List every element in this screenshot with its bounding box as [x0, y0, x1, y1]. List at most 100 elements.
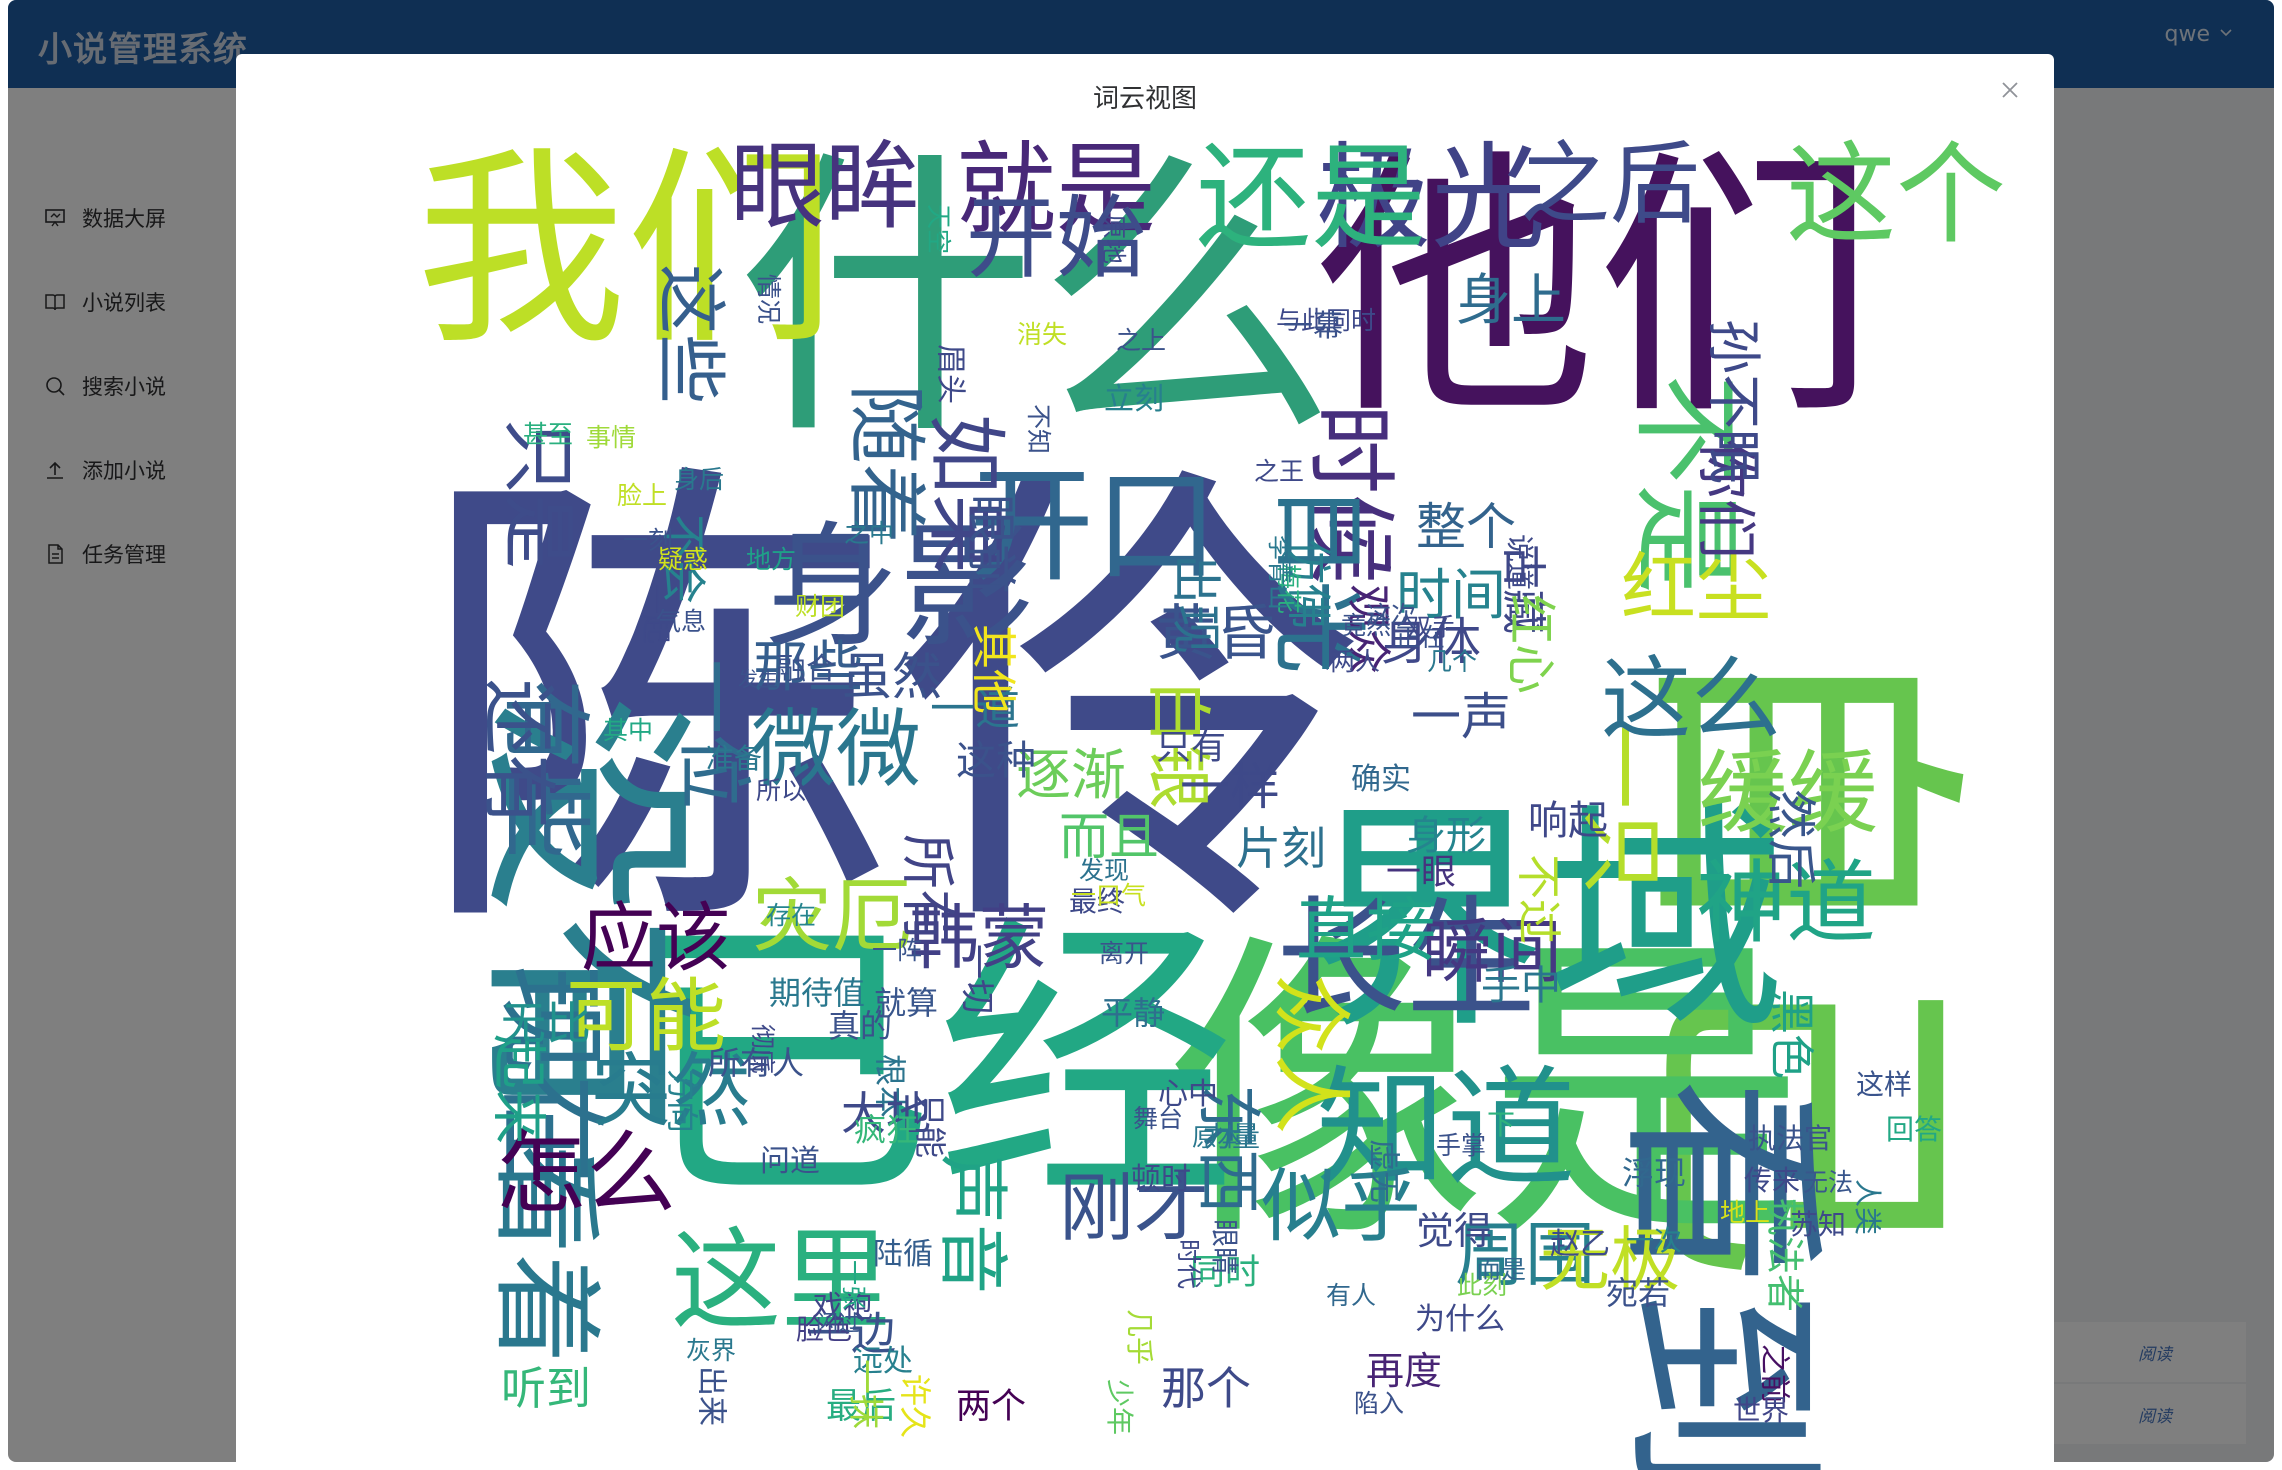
word-cloud-word: 一边: [806, 1307, 896, 1360]
word-cloud-word: 几乎: [1123, 1309, 1156, 1365]
word-cloud-word: 然后: [1762, 789, 1820, 889]
word-cloud-word: 白银: [1140, 679, 1215, 809]
word-cloud-word: 起来: [486, 1034, 550, 1144]
word-cloud-word: 微微: [751, 701, 921, 800]
word-cloud-word: 只是: [494, 419, 582, 569]
word-cloud-word: 所有人: [708, 1044, 804, 1082]
word-cloud-word: 那些: [753, 635, 863, 699]
word-cloud-word: 刚才: [1059, 1164, 1209, 1252]
word-cloud-word: 声音: [932, 1154, 1014, 1294]
word-cloud-word: 片刻: [1236, 822, 1326, 875]
word-cloud-word: 一切: [956, 944, 996, 1014]
word-cloud-word: 黑色: [1765, 989, 1818, 1079]
word-cloud-word: 情况: [754, 274, 783, 324]
word-cloud-word: 无极: [1540, 1219, 1680, 1301]
word-cloud-word: 许久: [896, 1374, 934, 1438]
word-cloud-word: 一幕: [1283, 309, 1343, 344]
word-cloud-word: 再度: [1366, 1349, 1442, 1393]
word-cloud-word: 浮现: [1622, 1154, 1686, 1192]
word-cloud-word: 出现: [1167, 554, 1225, 654]
word-cloud-word: 神道: [1696, 851, 1876, 956]
word-cloud-word: 最后: [826, 1387, 896, 1427]
word-cloud-word: 这样: [1856, 1068, 1912, 1101]
word-cloud-word: 现在: [487, 964, 615, 1184]
word-cloud-word: 之中: [844, 519, 894, 548]
word-cloud-word: 地上: [1720, 1198, 1770, 1227]
word-cloud-word: 东西: [1190, 1084, 1265, 1214]
word-cloud-word: 韩蒙: [909, 897, 1049, 979]
word-cloud-word: 还是: [1196, 134, 1426, 266]
word-cloud-word: 陆循: [873, 1237, 933, 1272]
word-cloud-word: 一次: [1626, 1224, 1682, 1257]
word-cloud-word: 观众: [1342, 584, 1395, 674]
word-cloud-word: 红尘: [1621, 544, 1771, 632]
word-cloud-word: 什么: [736, 134, 1336, 475]
word-cloud-word: 手掌: [1436, 1131, 1486, 1160]
word-cloud-word: 身影: [764, 509, 1034, 666]
word-cloud-word: 发现: [1079, 856, 1129, 885]
word-cloud-word: 看着: [482, 1144, 610, 1364]
word-cloud-word: 还有: [474, 679, 562, 829]
word-cloud-word: 这些: [650, 264, 732, 404]
word-cloud-word: 下: [1487, 1108, 1515, 1141]
word-cloud-word: 原本: [1192, 1123, 1242, 1152]
word-cloud-word: 可能: [566, 970, 726, 1063]
word-cloud-word: 长生: [1276, 883, 1536, 1035]
word-cloud-word: 此刻: [1457, 1271, 1507, 1300]
word-cloud-word: 没有: [457, 694, 713, 1134]
word-cloud-word: 少年: [1103, 1379, 1136, 1435]
word-cloud-word: 一样: [1180, 758, 1280, 816]
word-cloud-word: 界域: [1306, 781, 1786, 1061]
word-cloud-word: 周围: [1455, 1214, 1595, 1296]
word-cloud-word: 问道: [760, 1144, 820, 1179]
word-cloud-word: 确实: [1351, 762, 1411, 797]
word-cloud-word: 顿时: [1131, 1162, 1191, 1197]
word-cloud-word: 开口: [969, 454, 1219, 599]
word-cloud-word: 同时: [1190, 1253, 1260, 1293]
word-cloud-word: 怎么: [496, 1121, 676, 1226]
word-cloud-word: 远处: [853, 1344, 913, 1379]
word-cloud-word: 一只: [1571, 724, 1670, 894]
word-cloud-word: 一声: [1411, 688, 1511, 746]
word-cloud-word: 极光: [1316, 134, 1546, 266]
word-cloud-word: 其他: [967, 624, 1020, 714]
word-cloud-word: 执法者: [1763, 1198, 1807, 1312]
word-cloud-word: 只有: [1156, 728, 1226, 768]
word-cloud-word: 彻底: [748, 1024, 777, 1074]
word-cloud-word: 两人: [1330, 647, 1380, 676]
word-cloud-word: 一眼: [1386, 853, 1456, 893]
word-cloud-word: 你们: [1690, 439, 1760, 559]
word-cloud-word: 一位: [669, 659, 757, 809]
word-cloud-word: 一起: [638, 584, 673, 644]
word-cloud-word: 听到: [501, 1362, 591, 1415]
word-cloud-word: 无法: [1803, 1168, 1853, 1197]
word-cloud-word: 瞬间: [1422, 911, 1562, 993]
word-cloud-word: 时候: [1298, 404, 1403, 584]
word-cloud-word: 红心: [1502, 594, 1560, 694]
word-cloud-word: 身形: [1406, 813, 1486, 859]
word-cloud-word: 一口气: [1071, 881, 1146, 910]
word-cloud-word: 事情: [586, 423, 636, 452]
word-cloud-word: 根本: [871, 1054, 909, 1118]
word-cloud-word: 如果: [919, 414, 1012, 574]
word-cloud-word: 脸色: [796, 1313, 852, 1346]
word-cloud-word: 舞台: [1133, 1104, 1183, 1133]
word-cloud-word: 传来: [1744, 1164, 1800, 1197]
word-cloud-word: 虚无: [1365, 1139, 1403, 1203]
word-cloud-word: 突然: [591, 1045, 751, 1138]
word-cloud-word: 脸上: [617, 481, 667, 510]
word-cloud-word: 有些: [493, 679, 598, 859]
close-button[interactable]: [1992, 72, 2028, 108]
word-cloud-word: 力量: [1204, 1120, 1260, 1153]
word-cloud-word: 真的: [828, 1007, 892, 1045]
word-cloud-word: 只能: [911, 1094, 949, 1158]
word-cloud-word: 时间: [1396, 563, 1506, 627]
word-cloud-word: 一阵: [872, 936, 922, 965]
word-cloud-word: 离开: [1099, 939, 1149, 968]
word-cloud-word: 有人: [1326, 1281, 1376, 1310]
word-cloud-word: 手中: [1481, 963, 1561, 1009]
word-cloud-word: 宛若: [1606, 1274, 1670, 1312]
word-cloud-word: 所有: [895, 834, 959, 944]
word-cloud-word: 这么: [1601, 647, 1781, 752]
word-cloud-word: 眼睛: [1208, 1219, 1241, 1275]
